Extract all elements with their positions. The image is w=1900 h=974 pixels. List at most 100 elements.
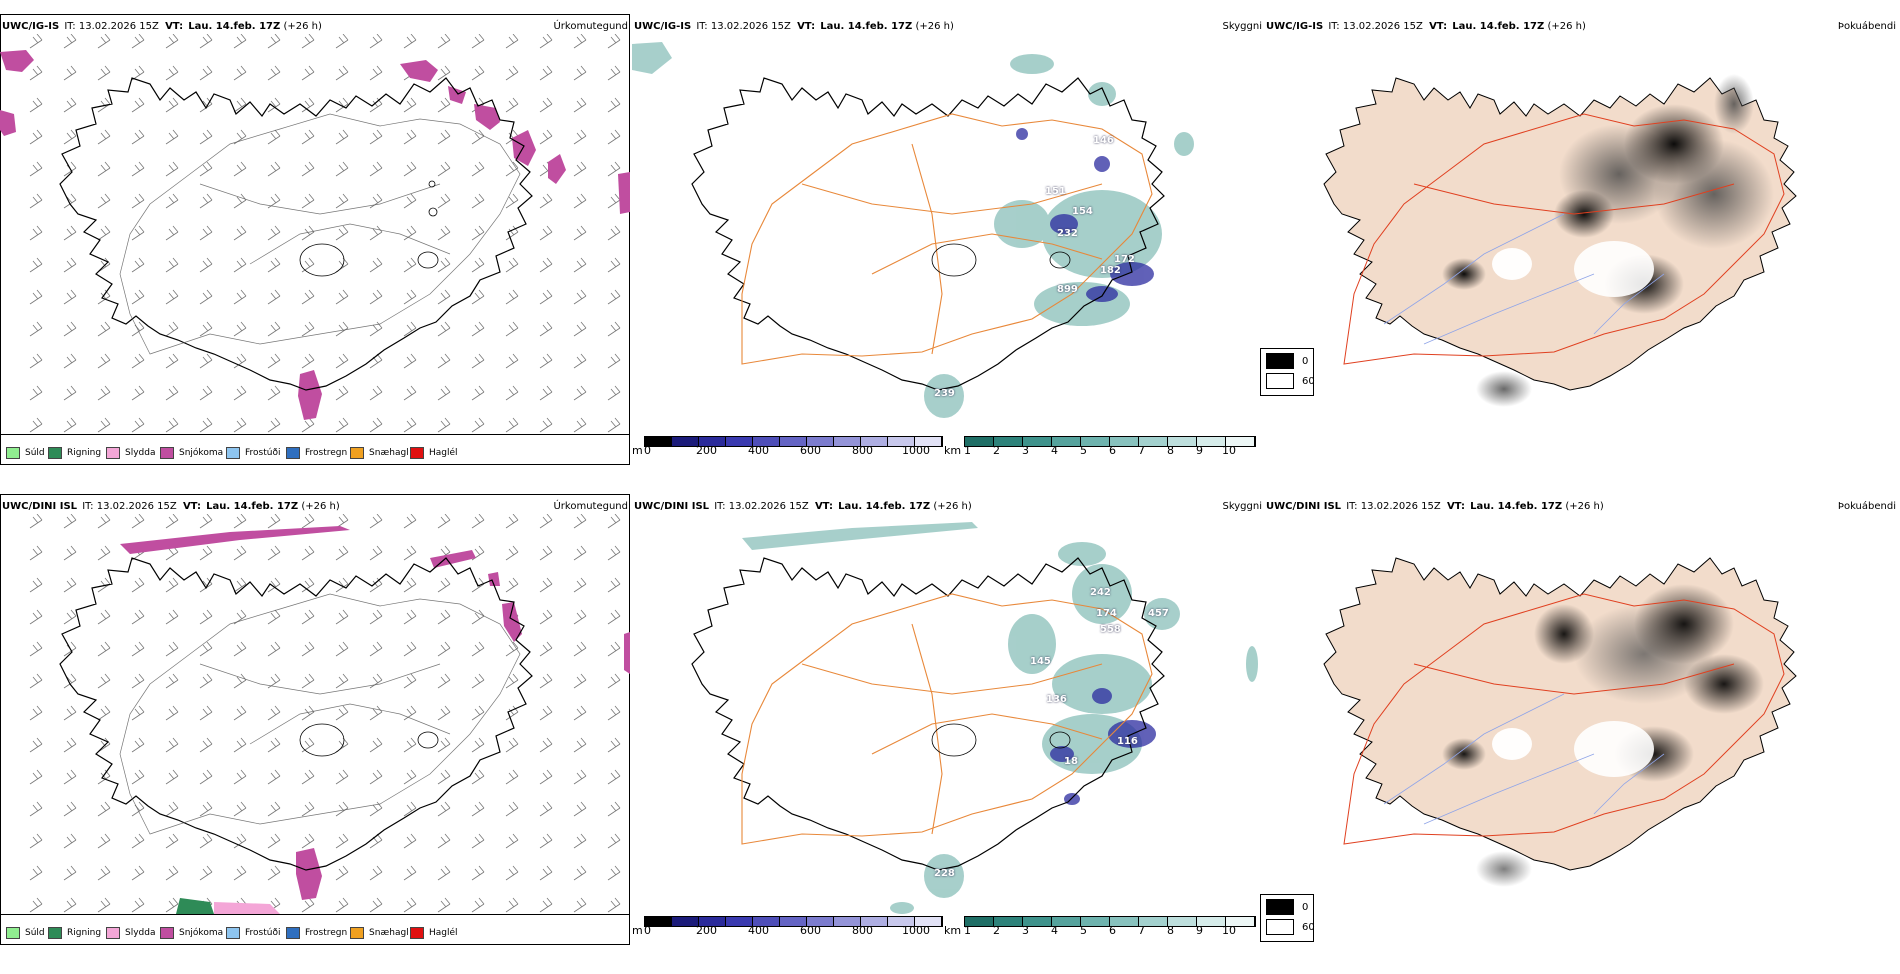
legend-label: Frostúði (245, 928, 281, 938)
wind-barb (505, 34, 519, 49)
wind-barb (97, 129, 111, 145)
wind-barb (335, 737, 349, 753)
wind-barb (607, 897, 621, 913)
wind-barb (471, 514, 485, 529)
wind-barb (97, 514, 111, 529)
colorbar-tick: 400 (748, 924, 769, 937)
colorbar-tick: 600 (800, 444, 821, 457)
wind-barb (233, 321, 247, 337)
legend-item: Slydda (106, 927, 155, 939)
wind-barb (437, 833, 451, 849)
wind-barb (233, 161, 247, 177)
wind-barb (63, 65, 77, 81)
wind-barb (573, 97, 587, 113)
colorbar-step (994, 437, 1023, 446)
wind-barb (335, 545, 349, 561)
wind-barb (63, 833, 77, 849)
colorbar-step (834, 917, 861, 926)
lead-time: (+26 h) (933, 501, 972, 512)
legend-label: Frostúði (245, 448, 281, 458)
legend-swatch (106, 447, 120, 459)
wind-barb (437, 897, 451, 913)
wind-barb (403, 833, 417, 849)
wind-barb (505, 353, 519, 369)
legend-swatch (350, 927, 364, 939)
colorbar-tick: 8 (1167, 444, 1174, 457)
wind-barb (233, 577, 247, 593)
colorbar-steps (644, 436, 943, 447)
wind-barb (29, 289, 43, 305)
wind-barb (607, 417, 621, 433)
init-time: 13.02.2026 15Z (728, 501, 809, 512)
wind-barb (131, 193, 145, 209)
wind-barb (29, 97, 43, 113)
fog-index-panel-top: UWC/IG-IS IT: 13.02.2026 15Z VT: Lau. 14… (1260, 14, 1900, 494)
field-title: Skyggni (1222, 21, 1262, 32)
wind-barb (301, 833, 315, 849)
lead-time: (+26 h) (915, 21, 954, 32)
fog-legend-row: 0 (1266, 353, 1308, 369)
wind-barb (165, 705, 179, 721)
wind-barb (233, 225, 247, 241)
wind-barb (267, 65, 281, 81)
vt-label: VT: (1429, 21, 1448, 32)
cloud-base-panel-bottom: UWC/DINI ISL IT: 13.02.2026 15Z VT: Lau.… (632, 494, 1264, 974)
wind-barb (165, 641, 179, 657)
colorbar-step (888, 917, 915, 926)
wind-barb (301, 705, 315, 721)
wind-barb (573, 833, 587, 849)
precip-map (29, 514, 630, 914)
legend-label: 0 (1302, 901, 1309, 913)
wind-barb (607, 353, 621, 369)
colorbar-step (1110, 437, 1139, 446)
wind-barb (131, 577, 145, 593)
wind-barb (505, 641, 519, 657)
map-value-label: 146 (1093, 135, 1114, 146)
map-value-label: 116 (1117, 736, 1138, 747)
wind-barb (267, 417, 281, 433)
legend-label: Snæhagl (369, 448, 409, 458)
wind-barb (131, 514, 145, 529)
wind-barb (97, 193, 111, 209)
legend-swatch (48, 927, 62, 939)
wind-barb (63, 514, 77, 529)
wind-barb (267, 385, 281, 401)
wind-barb (573, 769, 587, 785)
init-time: 13.02.2026 15Z (1342, 21, 1423, 32)
colorbar-tick: 200 (696, 924, 717, 937)
snow-areas (120, 526, 630, 900)
colorbar-step (965, 917, 994, 926)
wind-barb (165, 97, 179, 113)
legend-item: Snæhagl (350, 927, 409, 939)
legend-swatch (1266, 899, 1294, 915)
wind-barb (63, 609, 77, 625)
precip-type-panel-top: UWC/IG-IS IT: 13.02.2026 15Z VT: Lau. 14… (0, 14, 632, 494)
colorbar-step (1197, 917, 1226, 926)
colorbar-step (807, 917, 834, 926)
field-title: Úrkomutegund (553, 21, 628, 32)
legend-label: Snjókoma (179, 448, 224, 458)
legend-item: Rigning (48, 927, 101, 939)
wind-barb (505, 673, 519, 689)
wind-barb (29, 737, 43, 753)
wind-barb (437, 289, 451, 305)
wind-barb (199, 161, 213, 177)
init-time: 13.02.2026 15Z (78, 21, 159, 32)
it-label: IT: (714, 501, 726, 512)
precip-type-panel-bottom: UWC/DINI ISL IT: 13.02.2026 15Z VT: Lau.… (0, 494, 632, 974)
wind-barb (607, 833, 621, 849)
wind-barb (607, 641, 621, 657)
legend-item: Haglél (410, 927, 458, 939)
colorbar-tick: 600 (800, 924, 821, 937)
model-name: UWC/IG-IS (1266, 21, 1324, 32)
colorbar-step (915, 437, 942, 446)
wind-barb (505, 769, 519, 785)
legend-item: Snjókoma (160, 447, 223, 459)
wind-barb (233, 801, 247, 817)
legend-swatch (1266, 919, 1294, 935)
wind-barb (573, 257, 587, 273)
wind-barb (199, 769, 213, 785)
wind-barb (437, 514, 451, 529)
wind-barb (437, 737, 451, 753)
colorbar-step (726, 917, 753, 926)
